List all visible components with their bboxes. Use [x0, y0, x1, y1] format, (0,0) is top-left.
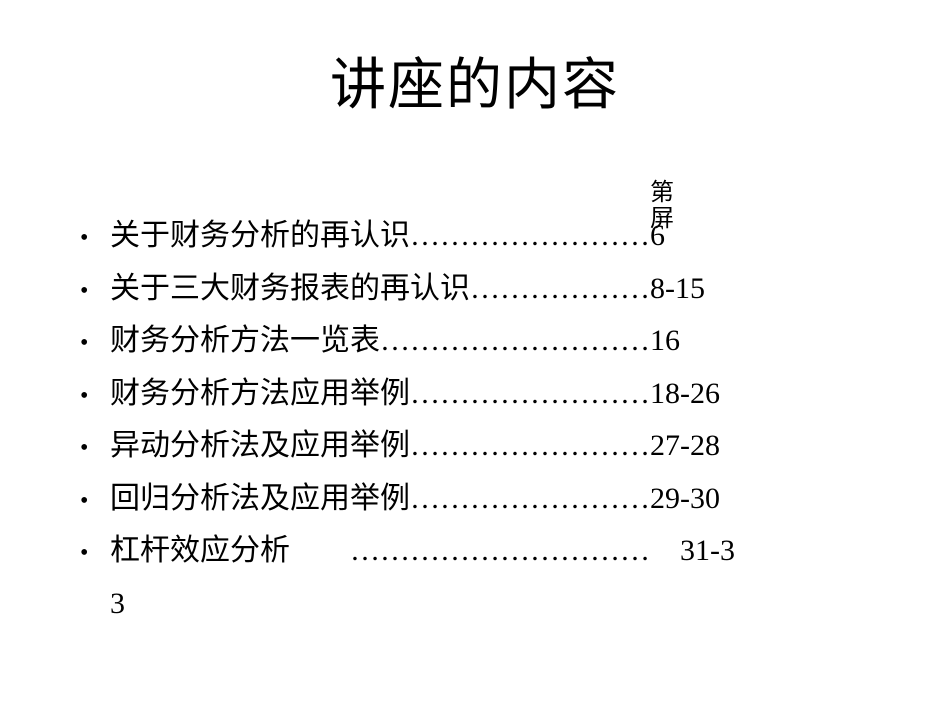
toc-leader: ……………………: [410, 473, 650, 526]
toc-item: •财务分析方法应用举例…………………… 18-26: [80, 368, 880, 421]
toc-page: 16: [650, 315, 680, 368]
bullet-icon: •: [80, 270, 110, 312]
bullet-icon: •: [80, 532, 110, 574]
bullet-icon: •: [80, 427, 110, 469]
bullet-icon: •: [80, 322, 110, 364]
table-of-contents: •关于财务分析的再认识…………………… 6•关于三大财务报表的再认识…………………: [80, 210, 880, 630]
toc-leader: ………………………: [380, 315, 650, 368]
toc-label: 财务分析方法一览表: [110, 315, 380, 368]
toc-item: •异动分析法及应用举例…………………… 27-28: [80, 420, 880, 473]
toc-label: 回归分析法及应用举例: [110, 473, 410, 526]
toc-leader: …………………………: [350, 525, 680, 578]
toc-leader: ……………………: [410, 420, 650, 473]
toc-page: 8-15: [650, 263, 705, 316]
toc-label: 异动分析法及应用举例: [110, 420, 410, 473]
toc-item: •回归分析法及应用举例…………………… 29-30: [80, 473, 880, 526]
toc-page: 31-3: [680, 525, 735, 578]
toc-item: •财务分析方法一览表……………………… 16: [80, 315, 880, 368]
toc-page: 29-30: [650, 473, 720, 526]
toc-item: •关于三大财务报表的再认识……………… 8-15: [80, 263, 880, 316]
toc-item: •关于财务分析的再认识…………………… 6: [80, 210, 880, 263]
toc-label: 财务分析方法应用举例: [110, 368, 410, 421]
bullet-icon: •: [80, 217, 110, 259]
toc-page: 27-28: [650, 420, 720, 473]
toc-page-wrap: 3: [110, 578, 880, 631]
toc-label: 关于财务分析的再认识: [110, 210, 410, 263]
slide-title: 讲座的内容: [0, 0, 950, 121]
slide: 讲座的内容 第 屏 •关于财务分析的再认识…………………… 6•关于三大财务报表…: [0, 0, 950, 713]
bullet-icon: •: [80, 375, 110, 417]
toc-item: •杠杆效应分析 ………………………… 31-3: [80, 525, 880, 578]
bullet-icon: •: [80, 480, 110, 522]
toc-label: 关于三大财务报表的再认识: [110, 263, 470, 316]
toc-page: 18-26: [650, 368, 720, 421]
toc-leader: ……………………: [410, 368, 650, 421]
toc-leader: ……………………: [410, 210, 650, 263]
toc-page: 6: [650, 210, 665, 263]
toc-label: 杠杆效应分析: [110, 525, 350, 578]
toc-leader: ………………: [470, 263, 650, 316]
